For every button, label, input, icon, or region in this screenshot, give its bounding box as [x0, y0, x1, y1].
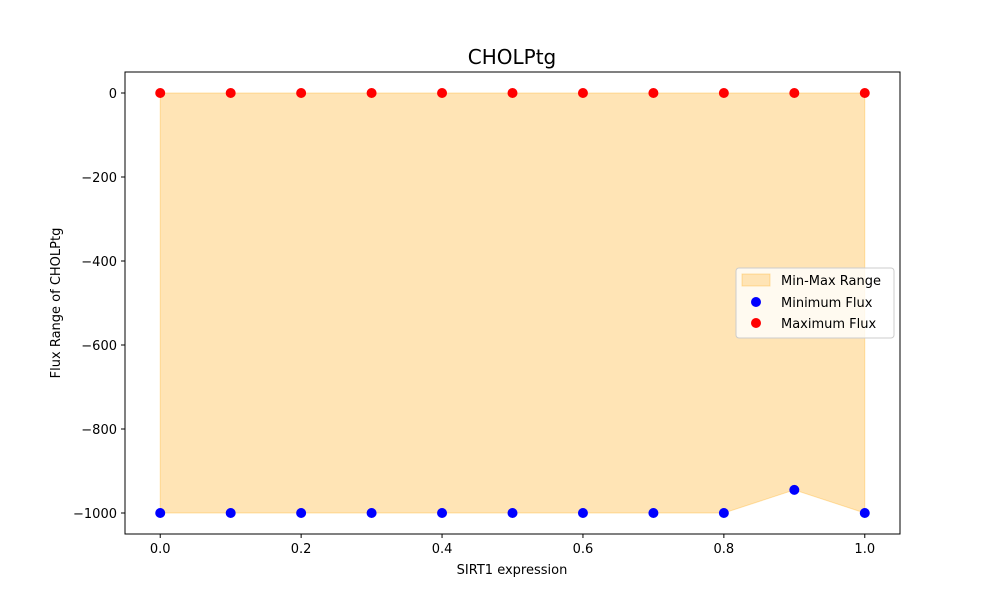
y-tick-label: −600 — [81, 339, 117, 354]
maximum-flux-point — [507, 88, 518, 98]
axis-ticks: 0.0 0.2 0.4 0.6 0.8 1.0 0 −200 −400 −600 −800 −1000 — [73, 87, 875, 557]
plot-area-frame — [124, 71, 901, 535]
minimum-flux-point — [718, 508, 729, 518]
legend: Min-Max Range Minimum Flux Maximum Flux — [735, 267, 895, 339]
maximum-flux-point — [366, 88, 377, 98]
maximum-flux-point — [296, 88, 307, 98]
y-tick-label: −200 — [81, 171, 117, 186]
maximum-flux-point — [437, 88, 448, 98]
legend-marker-minimum-flux — [751, 297, 761, 307]
x-tick-label: 0.4 — [432, 542, 453, 557]
minimum-flux-point — [577, 508, 588, 518]
chart-title: CHOLPtg — [468, 45, 557, 69]
x-tick-label: 0.0 — [150, 542, 171, 557]
maximum-flux-point — [225, 88, 236, 98]
legend-label-min-max-range: Min-Max Range — [781, 274, 881, 289]
x-axis-label: SIRT1 expression — [457, 563, 568, 578]
minimum-flux-point — [859, 508, 870, 518]
minimum-flux-point — [155, 508, 166, 518]
data-points — [155, 88, 870, 518]
x-tick-label: 1.0 — [854, 542, 875, 557]
legend-marker-maximum-flux — [751, 318, 761, 328]
maximum-flux-point — [155, 88, 166, 98]
maximum-flux-point — [789, 88, 800, 98]
maximum-flux-point — [859, 88, 870, 98]
x-tick-label: 0.6 — [573, 542, 594, 557]
legend-label-maximum-flux: Maximum Flux — [781, 317, 877, 332]
minimum-flux-point — [366, 508, 377, 518]
y-tick-label: 0 — [109, 87, 117, 102]
minimum-flux-point — [507, 508, 518, 518]
minimum-flux-point — [648, 508, 659, 518]
minimum-flux-point — [437, 508, 448, 518]
legend-label-minimum-flux: Minimum Flux — [781, 296, 873, 311]
y-axis-label: Flux Range of CHOLPtg — [49, 228, 64, 379]
x-tick-label: 0.2 — [291, 542, 312, 557]
y-tick-label: −1000 — [73, 507, 117, 522]
x-tick-label: 0.8 — [714, 542, 735, 557]
minimum-flux-point — [225, 508, 236, 518]
maximum-flux-point — [718, 88, 729, 98]
legend-box — [735, 267, 895, 339]
maximum-flux-point — [648, 88, 659, 98]
maximum-flux-point — [577, 88, 588, 98]
y-tick-label: −800 — [81, 423, 117, 438]
minimum-flux-point — [296, 508, 307, 518]
y-tick-label: −400 — [81, 255, 117, 270]
minimum-flux-point — [789, 484, 800, 495]
legend-swatch-min-max-range — [741, 273, 771, 287]
